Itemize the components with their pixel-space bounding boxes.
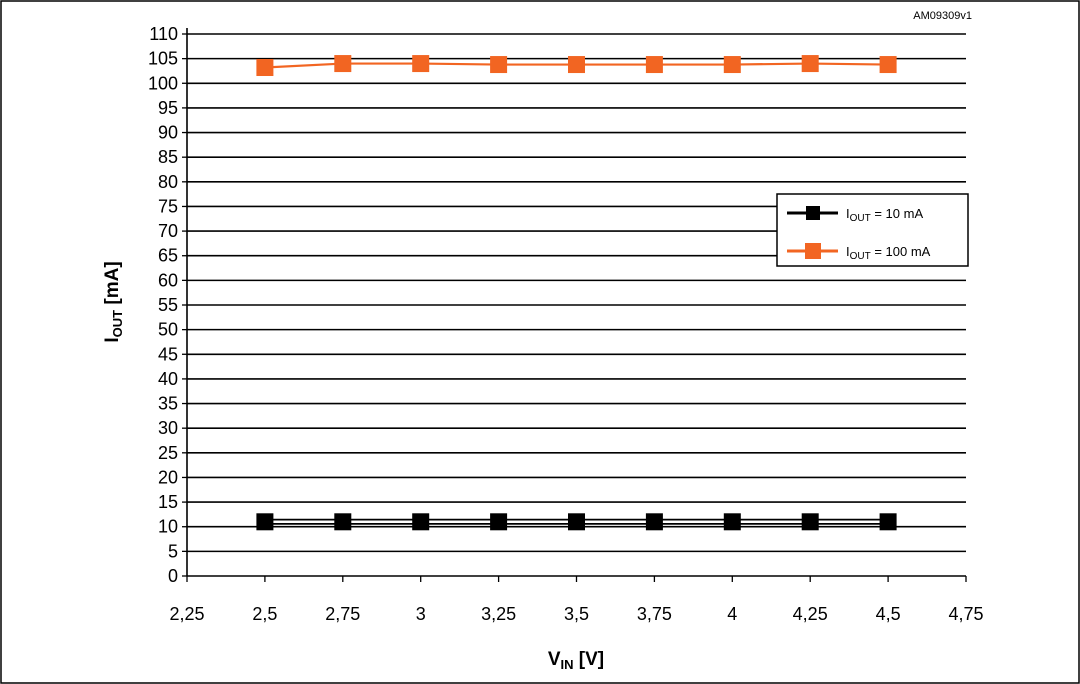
- series-layer: [256, 55, 897, 531]
- legend: IOUT = 10 mA IOUT = 100 mA: [776, 193, 969, 267]
- x-tick-label: 4,75: [948, 604, 983, 624]
- y-tick-label: 100: [148, 73, 178, 93]
- grid-layer: [187, 33, 966, 553]
- y-tick-label: 110: [149, 24, 178, 44]
- point-100ma: [568, 56, 585, 74]
- legend-label-10ma: IOUT = 10 mA: [846, 206, 923, 224]
- y-tick-label: 80: [158, 172, 178, 192]
- point-100ma: [412, 55, 430, 73]
- x-tick-label: 2,5: [252, 604, 277, 624]
- point-100ma: [256, 59, 274, 77]
- y-tick-label: 40: [158, 369, 178, 389]
- x-tick-label: 2,25: [169, 604, 204, 624]
- point-10ma: [801, 513, 819, 531]
- point-100ma: [490, 56, 508, 74]
- point-100ma: [801, 55, 819, 73]
- y-tick-label: 35: [158, 394, 178, 414]
- y-tick-label: 0: [168, 566, 178, 586]
- x-tick-label: 3,25: [481, 604, 516, 624]
- x-tick-label: 2,75: [325, 604, 360, 624]
- y-tick-label: 90: [158, 123, 178, 143]
- point-100ma: [723, 56, 741, 74]
- y-axis-title: IOUT [mA]: [102, 261, 125, 342]
- point-100ma: [645, 56, 663, 74]
- point-10ma: [645, 513, 663, 531]
- y-tick-label: 85: [158, 147, 178, 167]
- x-tick-label: 4,25: [793, 604, 828, 624]
- x-axis-title: VIN [V]: [548, 649, 604, 672]
- y-tick-label: 5: [168, 541, 178, 561]
- x-tick-label: 4,5: [876, 604, 901, 624]
- y-tick-label: 70: [158, 221, 178, 241]
- y-tick-label: 65: [158, 246, 178, 266]
- point-10ma: [879, 513, 897, 531]
- legend-marker-10ma: [806, 206, 820, 220]
- point-10ma: [568, 513, 585, 531]
- point-10ma: [723, 513, 741, 531]
- y-tick-label: 25: [158, 443, 178, 463]
- point-10ma: [412, 513, 430, 531]
- axes-layer: 0 5 10 15 20 25 30 35 40 45 50 55 60 65 70 75 80 85 90 95 10…: [148, 24, 984, 624]
- x-tick-label: 3,75: [637, 604, 672, 624]
- y-tick-label: 55: [158, 295, 178, 315]
- point-10ma: [256, 513, 274, 531]
- legend-label-100ma: IOUT = 100 mA: [846, 244, 931, 262]
- point-10ma: [334, 513, 352, 531]
- y-tick-label: 10: [158, 517, 178, 537]
- y-tick-label: 45: [158, 344, 178, 364]
- y-tick-label: 105: [148, 49, 178, 69]
- y-tick-label: 95: [158, 98, 178, 118]
- point-100ma: [879, 56, 897, 74]
- y-tick-label: 50: [158, 320, 178, 340]
- y-tick-label: 30: [158, 418, 178, 438]
- y-tick-label: 15: [158, 492, 178, 512]
- x-tick-label: 3: [416, 604, 426, 624]
- figure-code: AM09309v1: [913, 10, 972, 22]
- point-10ma: [490, 513, 508, 531]
- point-100ma: [334, 55, 352, 73]
- legend-marker-100ma: [805, 243, 821, 259]
- y-tick-label: 75: [158, 196, 178, 216]
- y-tick-label: 20: [158, 467, 178, 487]
- x-tick-label: 4: [727, 604, 737, 624]
- x-tick-label: 3,5: [564, 604, 589, 624]
- y-tick-label: 60: [158, 270, 178, 290]
